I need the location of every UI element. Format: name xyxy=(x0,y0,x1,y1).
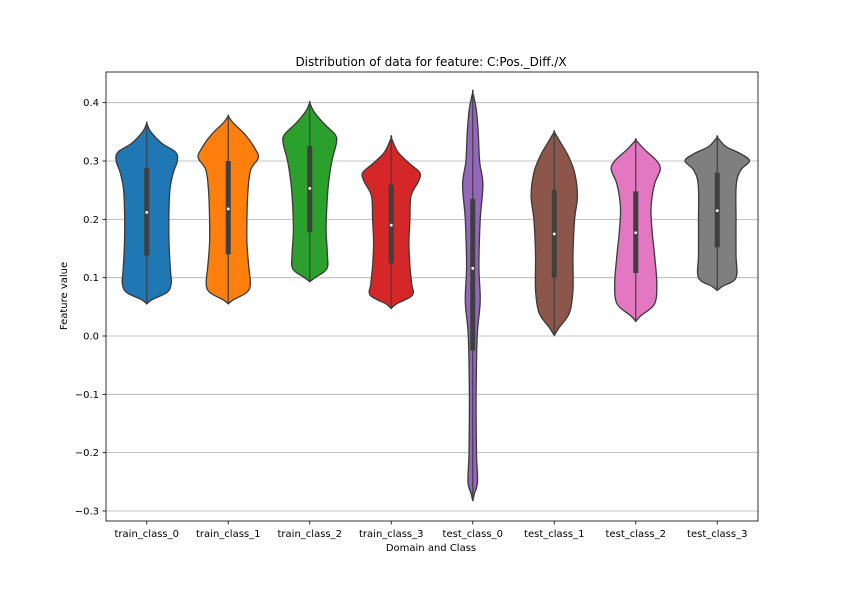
violin-iqr-test_class_0 xyxy=(470,198,476,351)
x-tick-label-test_class_2: test_class_2 xyxy=(606,529,666,540)
violin-median-train_class_0 xyxy=(145,210,149,214)
x-tick-label-test_class_1: test_class_1 xyxy=(524,529,584,540)
x-tick-label-train_class_1: train_class_1 xyxy=(196,529,260,540)
y-tick-label: −0.1 xyxy=(75,390,99,401)
violin-median-test_class_3 xyxy=(715,209,719,212)
x-tick-label-test_class_3: test_class_3 xyxy=(687,529,747,540)
y-tick-label: 0.4 xyxy=(83,98,99,109)
x-tick-label-train_class_3: train_class_3 xyxy=(359,529,423,540)
y-axis-title: Feature value xyxy=(59,262,70,330)
violin-median-train_class_1 xyxy=(226,207,230,211)
y-tick-label: −0.3 xyxy=(75,506,99,517)
violin-median-test_class_0 xyxy=(471,266,475,270)
x-tick-label-train_class_0: train_class_0 xyxy=(115,529,179,540)
x-tick-label-test_class_0: test_class_0 xyxy=(443,529,503,540)
x-tick-label-train_class_2: train_class_2 xyxy=(278,529,342,540)
chart-title: Distribution of data for feature: C:Pos.… xyxy=(295,55,566,69)
y-tick-label: 0.2 xyxy=(83,215,99,226)
y-tick-label: −0.2 xyxy=(75,448,99,459)
plot-frame xyxy=(105,71,759,522)
violin-median-train_class_2 xyxy=(308,187,312,190)
y-tick-label: 0.0 xyxy=(83,332,99,343)
violins xyxy=(115,89,751,502)
violin-median-test_class_1 xyxy=(552,232,556,236)
y-tick-label: 0.1 xyxy=(83,273,99,284)
y-tick-label: 0.3 xyxy=(83,157,99,168)
violin-median-test_class_2 xyxy=(634,231,638,235)
violin-median-train_class_3 xyxy=(389,223,393,227)
x-axis-title: Domain and Class xyxy=(386,543,476,554)
axes: −0.3 −0.2 −0.1 0.0 0.1 0.2 0.3 0.4 train_class_0… xyxy=(75,71,759,540)
